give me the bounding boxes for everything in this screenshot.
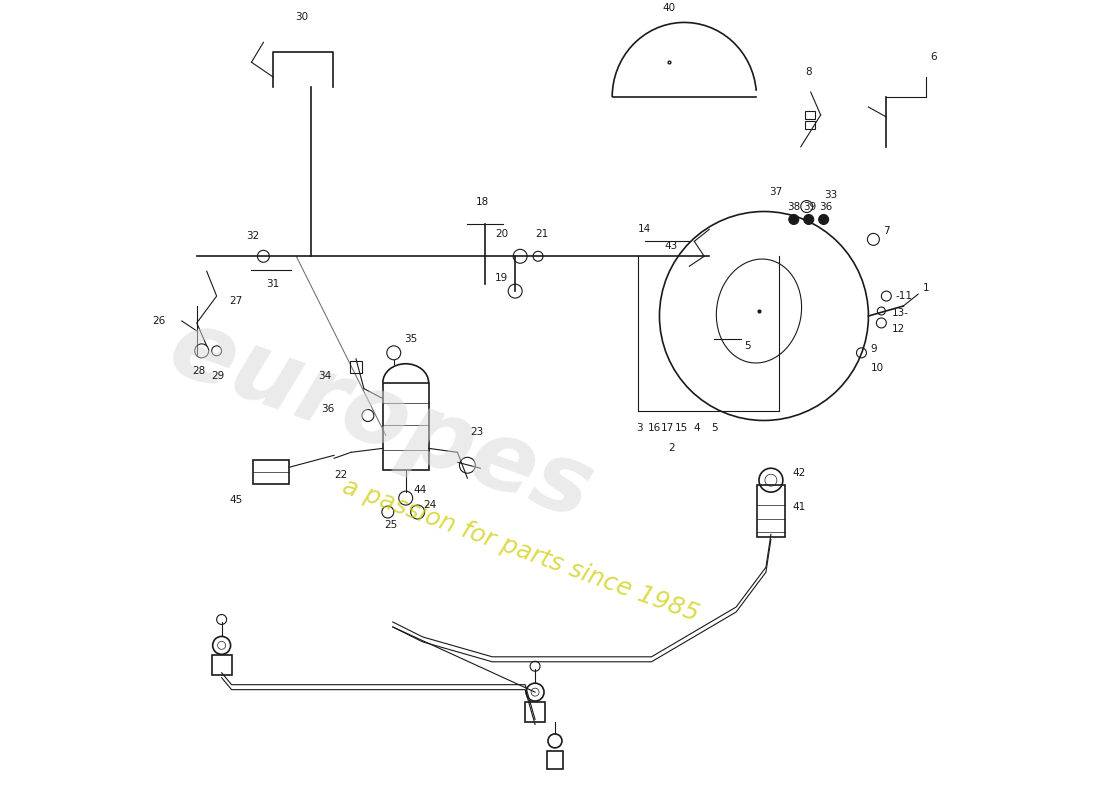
- Text: 25: 25: [384, 520, 397, 530]
- Text: 5: 5: [711, 423, 717, 434]
- Text: 23: 23: [471, 427, 484, 438]
- Text: 37: 37: [769, 186, 782, 197]
- Text: 21: 21: [535, 230, 548, 239]
- Text: 19: 19: [495, 273, 508, 283]
- Bar: [211, 655, 232, 675]
- Bar: [805, 111, 815, 119]
- Text: 35: 35: [404, 334, 417, 344]
- Text: 17: 17: [661, 423, 674, 434]
- Bar: [383, 382, 429, 470]
- Bar: [525, 702, 544, 722]
- Text: 40: 40: [663, 2, 676, 13]
- Circle shape: [789, 214, 799, 225]
- Bar: [350, 361, 362, 373]
- Text: 5: 5: [744, 341, 750, 351]
- Text: 29: 29: [211, 370, 224, 381]
- Text: 1: 1: [923, 283, 930, 293]
- Text: 2: 2: [668, 443, 674, 454]
- Text: 24: 24: [424, 500, 437, 510]
- Text: 18: 18: [475, 197, 488, 206]
- Circle shape: [804, 214, 814, 225]
- Text: 3: 3: [636, 423, 642, 434]
- Text: -11: -11: [895, 291, 912, 301]
- Text: 42: 42: [793, 468, 806, 478]
- Text: 33: 33: [825, 190, 838, 199]
- Text: 14: 14: [638, 225, 651, 234]
- Text: a passion for parts since 1985: a passion for parts since 1985: [339, 474, 702, 626]
- Text: europes: europes: [156, 301, 605, 540]
- Text: 4: 4: [693, 423, 700, 434]
- Text: 12: 12: [891, 324, 904, 334]
- Bar: [547, 751, 563, 769]
- Text: 34: 34: [318, 370, 331, 381]
- Text: 15: 15: [674, 423, 688, 434]
- Text: 30: 30: [295, 13, 308, 22]
- Text: 36: 36: [321, 403, 334, 414]
- Text: 32: 32: [246, 231, 260, 242]
- Bar: [805, 121, 815, 129]
- Text: 16: 16: [648, 423, 661, 434]
- Text: 28: 28: [191, 366, 205, 376]
- Text: 36: 36: [818, 202, 832, 211]
- Text: 31: 31: [266, 279, 279, 289]
- Text: 13-: 13-: [891, 308, 909, 318]
- Circle shape: [818, 214, 828, 225]
- Text: 6: 6: [930, 52, 936, 62]
- Text: 43: 43: [664, 242, 678, 251]
- Text: 10: 10: [870, 362, 883, 373]
- Text: 38: 38: [786, 202, 800, 211]
- Text: 27: 27: [230, 296, 243, 306]
- Text: 22: 22: [334, 470, 348, 480]
- Text: 41: 41: [793, 502, 806, 512]
- Bar: [757, 485, 784, 537]
- Bar: [253, 460, 289, 484]
- Text: 8: 8: [805, 67, 812, 77]
- Text: 39: 39: [803, 202, 816, 211]
- Text: 26: 26: [152, 316, 165, 326]
- Text: 7: 7: [883, 226, 890, 237]
- Text: 20: 20: [495, 230, 508, 239]
- Text: 44: 44: [414, 485, 427, 495]
- Text: 9: 9: [870, 344, 877, 354]
- Text: 45: 45: [230, 495, 243, 505]
